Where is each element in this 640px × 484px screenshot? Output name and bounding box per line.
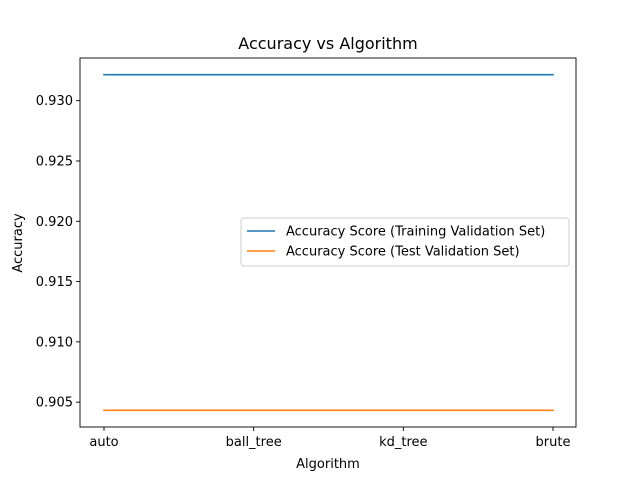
x-tick-label-3: brute bbox=[536, 435, 571, 450]
y-tick-label-1: 0.910 bbox=[36, 335, 73, 350]
y-tick-label-2: 0.915 bbox=[36, 275, 73, 290]
x-axis: auto ball_tree kd_tree brute bbox=[89, 427, 570, 450]
y-axis: 0.905 0.910 0.915 0.920 0.925 0.930 bbox=[36, 94, 80, 411]
x-tick-label-2: kd_tree bbox=[379, 435, 427, 450]
y-tick-label-0: 0.905 bbox=[36, 396, 73, 411]
y-axis-label: Accuracy bbox=[11, 213, 26, 273]
legend-box bbox=[240, 217, 570, 267]
legend: Accuracy Score (Training Validation Set)… bbox=[240, 217, 570, 267]
x-axis-label: Algorithm bbox=[296, 457, 360, 472]
chart-title: Accuracy vs Algorithm bbox=[238, 34, 417, 53]
legend-label-0: Accuracy Score (Training Validation Set) bbox=[286, 225, 545, 240]
legend-label-1: Accuracy Score (Test Validation Set) bbox=[286, 245, 520, 260]
plot-frame bbox=[79, 57, 577, 428]
y-tick-label-5: 0.930 bbox=[36, 94, 73, 109]
y-tick-label-3: 0.920 bbox=[36, 215, 73, 230]
y-tick-label-4: 0.925 bbox=[36, 154, 73, 169]
x-tick-label-1: ball_tree bbox=[226, 435, 282, 450]
plot-area bbox=[79, 57, 577, 428]
x-tick-label-0: auto bbox=[89, 435, 118, 450]
